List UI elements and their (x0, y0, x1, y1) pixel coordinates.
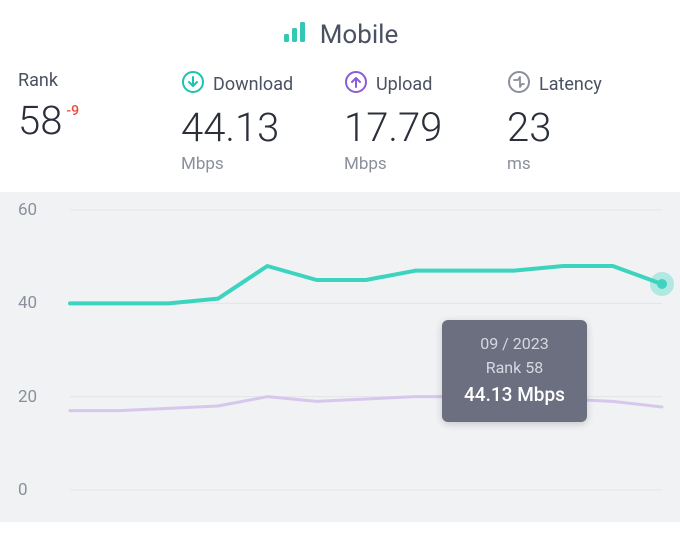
chart-tooltip: 09 / 2023Rank 5844.13 Mbps (442, 320, 587, 422)
stat-latency: Latency 23 ms (507, 70, 662, 174)
stat-download-label: Download (213, 74, 293, 95)
stat-download-value: 44.13 (181, 108, 279, 148)
chart-hover-marker (650, 272, 674, 296)
header-title: Mobile (320, 20, 399, 50)
tooltip-value: 44.13 Mbps (464, 380, 565, 410)
chart-area[interactable]: 020406009 / 2023Rank 5844.13 Mbps (0, 192, 680, 522)
stat-download-unit: Mbps (181, 154, 224, 174)
stat-download: Download 44.13 Mbps (181, 70, 336, 174)
stat-upload-unit: Mbps (344, 154, 387, 174)
stat-rank: Rank 58 -9 (18, 70, 173, 174)
latency-icon (507, 70, 531, 98)
tooltip-date: 09 / 2023 (464, 332, 565, 356)
stats-row: Rank 58 -9 Download 44.13 Mbps (0, 64, 680, 192)
tooltip-rank: Rank 58 (464, 356, 565, 380)
chart-series-download (70, 266, 662, 303)
stat-rank-value: 58 (18, 101, 62, 141)
stat-rank-label: Rank (18, 70, 58, 91)
stat-latency-value: 23 (507, 108, 551, 148)
signal-bars-icon (282, 22, 308, 48)
stat-latency-label: Latency (539, 74, 602, 95)
upload-icon (344, 70, 368, 98)
stat-rank-delta: -9 (66, 103, 79, 119)
stat-upload-value: 17.79 (344, 108, 442, 148)
header: Mobile (0, 0, 680, 64)
stat-upload-label: Upload (376, 74, 432, 95)
stat-upload: Upload 17.79 Mbps (344, 70, 499, 174)
stat-latency-unit: ms (507, 154, 531, 174)
download-icon (181, 70, 205, 98)
